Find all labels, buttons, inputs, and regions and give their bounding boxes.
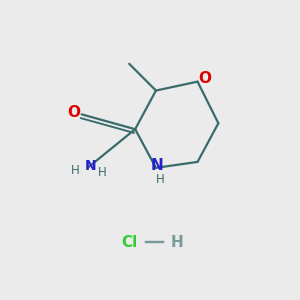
- Text: H: H: [156, 172, 165, 186]
- Text: N: N: [151, 158, 164, 173]
- Text: H: H: [71, 164, 80, 177]
- Text: O: O: [68, 105, 81, 120]
- Text: H: H: [98, 166, 107, 179]
- Text: Cl: Cl: [121, 235, 137, 250]
- Text: N: N: [85, 159, 96, 173]
- Text: O: O: [199, 70, 212, 86]
- Text: H: H: [170, 235, 183, 250]
